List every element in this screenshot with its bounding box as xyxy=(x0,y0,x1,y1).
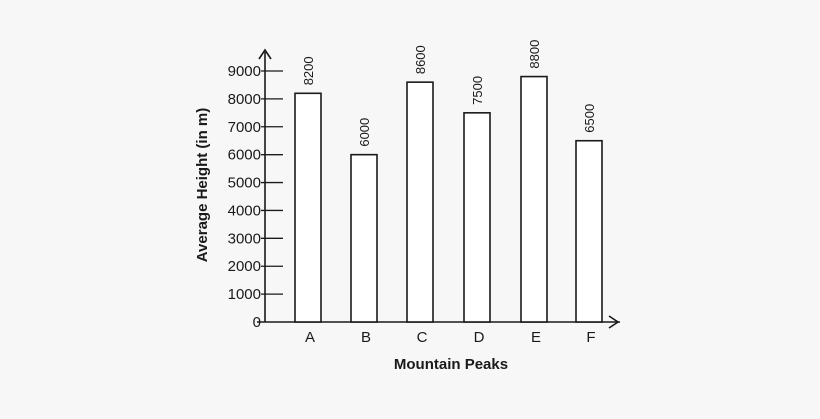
y-tick-label-9000: 9000 xyxy=(228,63,261,80)
y-tick-label-0: 0 xyxy=(253,314,261,331)
value-label-F: 6500 xyxy=(582,104,597,133)
value-label-A: 8200 xyxy=(301,56,316,85)
y-tick-label-5000: 5000 xyxy=(228,175,261,192)
y-tick-label-1000: 1000 xyxy=(228,286,261,303)
x-tick-label-C: C xyxy=(417,329,428,346)
y-tick-label-6000: 6000 xyxy=(228,147,261,164)
x-tick-label-E: E xyxy=(531,329,541,346)
value-label-B: 6000 xyxy=(357,118,372,147)
y-tick-label-7000: 7000 xyxy=(228,119,261,136)
bar-F xyxy=(575,139,603,323)
bar-E xyxy=(520,75,548,323)
bar-D xyxy=(463,112,491,323)
value-label-C: 8600 xyxy=(413,45,428,74)
x-tick-label-F: F xyxy=(586,329,595,346)
x-axis-arrow xyxy=(608,315,620,329)
value-label-E: 8800 xyxy=(527,40,542,69)
bar-C xyxy=(406,81,434,323)
x-axis-title: Mountain Peaks xyxy=(394,356,508,373)
y-axis-arrow xyxy=(258,48,272,60)
value-label-D: 7500 xyxy=(470,76,485,105)
bars-layer xyxy=(294,75,603,323)
y-tick-label-4000: 4000 xyxy=(228,202,261,219)
bar-B xyxy=(350,153,378,323)
x-tick-label-A: A xyxy=(305,329,315,346)
x-tick-label-D: D xyxy=(474,329,485,346)
y-tick-label-3000: 3000 xyxy=(228,230,261,247)
labels-layer: 0 1000 2000 3000 4000 5000 6000 7000 8000 9000 A 82… xyxy=(228,40,597,346)
x-tick-label-B: B xyxy=(361,329,371,346)
bar-A xyxy=(294,92,322,323)
y-tick-label-2000: 2000 xyxy=(228,258,261,275)
y-axis-title: Average Height (in m) xyxy=(194,108,211,262)
y-tick-label-8000: 8000 xyxy=(228,91,261,108)
